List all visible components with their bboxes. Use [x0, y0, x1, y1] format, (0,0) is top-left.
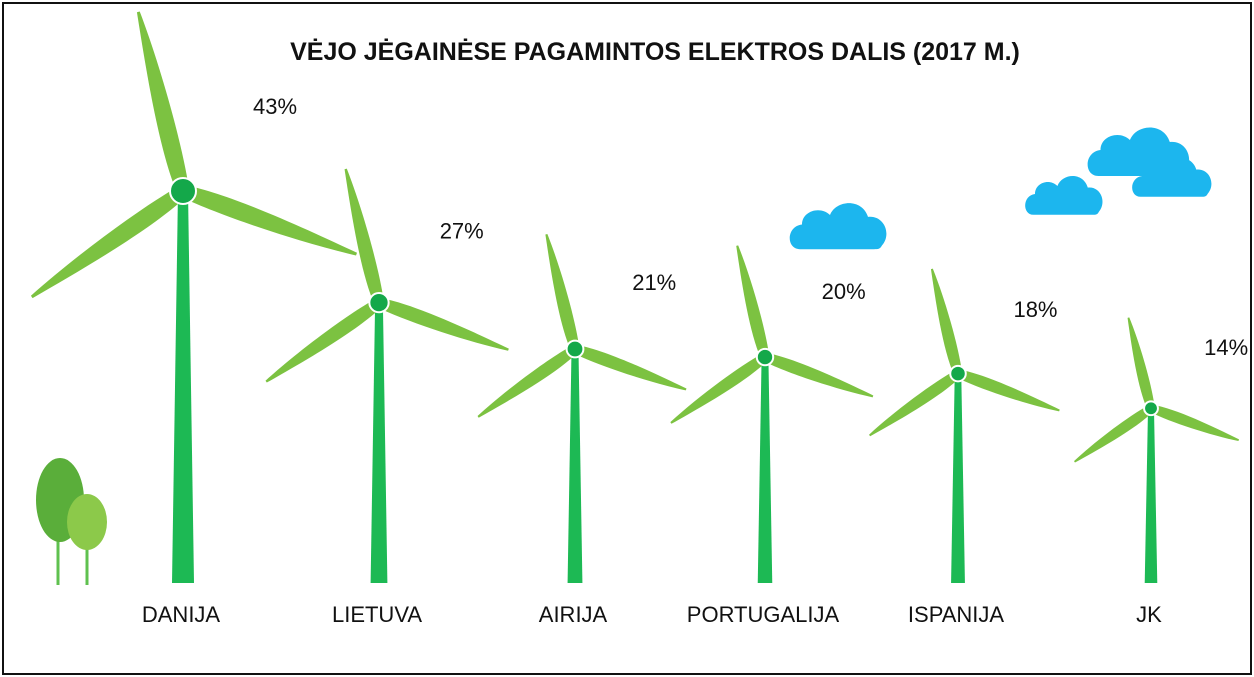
value-label: 27% [440, 219, 484, 244]
turbine-blade [180, 185, 357, 256]
wind-turbine-jk: 14% JK [1073, 317, 1248, 627]
turbine-hub [949, 364, 967, 383]
wind-turbine-airija: 21% AIRIJA [477, 234, 687, 627]
turbine-blade [1127, 317, 1155, 410]
turbine-blade [545, 234, 580, 351]
category-label: JK [1136, 602, 1162, 627]
category-label: AIRIJA [539, 602, 608, 627]
turbine-blade [956, 369, 1060, 412]
turbine-blade [265, 298, 382, 383]
turbine-tower [567, 349, 583, 583]
value-label: 43% [253, 94, 297, 119]
turbine-tower [172, 191, 194, 583]
category-label: ISPANIJA [908, 602, 1005, 627]
value-label: 18% [1013, 297, 1057, 322]
wind-turbine-portugalija: 20% PORTUGALIJA [670, 245, 874, 627]
turbine-blade [1073, 405, 1154, 463]
turbine-blade [763, 352, 874, 398]
chart-title: VĖJO JĖGAINĖSE PAGAMINTOS ELEKTROS DALIS… [290, 38, 1020, 66]
value-label: 20% [822, 279, 866, 304]
turbine-hub [169, 177, 197, 205]
turbine-hub [565, 339, 585, 359]
turbine-tower [757, 357, 773, 583]
turbine-blade [869, 370, 961, 437]
wind-turbine-lietuva: 27% LIETUVA [265, 168, 509, 627]
turbine-blade [736, 245, 770, 359]
category-label: LIETUVA [332, 602, 422, 627]
turbine-tower [370, 302, 388, 583]
tree-icon [36, 458, 107, 585]
turbine-blade [344, 168, 384, 304]
turbine-blade [30, 185, 187, 299]
turbine-hub [368, 291, 390, 314]
turbine-blade [573, 344, 687, 391]
turbine-hub [755, 347, 775, 367]
turbine-hub [1143, 400, 1159, 417]
value-label: 21% [632, 270, 676, 295]
turbine-tower [1144, 408, 1158, 583]
turbine-tower [951, 373, 965, 583]
wind-turbine-danija: 43% DANIJA [30, 11, 357, 627]
cloud-icon [1025, 176, 1103, 215]
turbine-blade [930, 268, 963, 375]
value-label: 14% [1204, 335, 1248, 360]
cloud-icon [789, 203, 887, 250]
turbine-blade [1149, 404, 1240, 442]
turbine-blade [377, 297, 509, 351]
turbine-blade [136, 11, 190, 193]
category-label: DANIJA [142, 602, 221, 627]
category-label: PORTUGALIJA [687, 602, 840, 627]
turbine-blade [477, 345, 578, 418]
turbine-blade [670, 353, 768, 424]
wind-turbine-ispanija: 18% ISPANIJA [869, 268, 1060, 627]
